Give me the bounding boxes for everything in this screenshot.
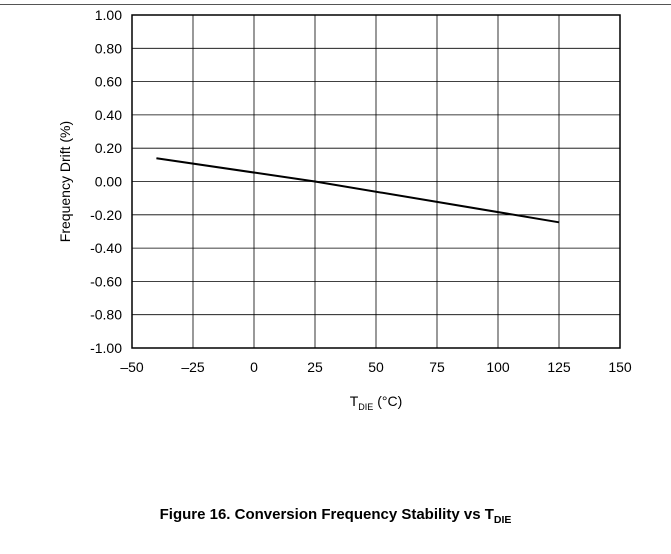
x-tick-label: 75 bbox=[429, 359, 445, 375]
y-tick-label: 1.00 bbox=[95, 7, 122, 23]
y-tick-label: -0.60 bbox=[90, 273, 122, 289]
x-tick-label: 150 bbox=[608, 359, 632, 375]
y-tick-labels: 1.00 0.80 0.60 0.40 0.20 0.00 -0.20 -0.40 -0.60 -… bbox=[90, 7, 122, 356]
x-tick-label: 25 bbox=[307, 359, 323, 375]
y-axis-label: Frequency Drift (%) bbox=[57, 121, 73, 242]
y-tick-label: -0.20 bbox=[90, 207, 122, 223]
figure-caption: Figure 16. Conversion Frequency Stabilit… bbox=[0, 506, 671, 526]
x-tick-labels: –50 –25 0 25 50 75 100 125 150 bbox=[120, 359, 632, 375]
grid-lines bbox=[132, 15, 620, 348]
x-tick-label: 125 bbox=[547, 359, 571, 375]
plot-frame bbox=[131, 14, 621, 349]
x-axis-label-main: T bbox=[350, 393, 359, 409]
top-rule bbox=[0, 4, 671, 5]
x-axis-label: TDIE (°C) bbox=[350, 393, 403, 412]
x-tick-label: 100 bbox=[486, 359, 510, 375]
figure-caption-subscript: DIE bbox=[493, 514, 512, 526]
x-tick-label: 50 bbox=[368, 359, 384, 375]
x-axis-label-suffix: (°C) bbox=[373, 393, 402, 409]
x-axis-label-sub: DIE bbox=[358, 402, 373, 412]
frequency-drift-series-line bbox=[156, 157, 560, 224]
y-tick-label: 0.20 bbox=[95, 140, 122, 156]
x-tick-label: 0 bbox=[250, 359, 258, 375]
y-tick-label: 0.00 bbox=[95, 174, 122, 190]
x-tick-label: –50 bbox=[120, 359, 144, 375]
x-tick-label: –25 bbox=[181, 359, 205, 375]
y-tick-label: -0.40 bbox=[90, 240, 122, 256]
frequency-drift-chart: 1.00 0.80 0.60 0.40 0.20 0.00 -0.20 -0.40 -0.60 -… bbox=[57, 7, 632, 412]
figure-caption-text: Figure 16. Conversion Frequency Stabilit… bbox=[159, 506, 494, 523]
y-tick-label: 0.40 bbox=[95, 107, 122, 123]
y-tick-label: -0.80 bbox=[90, 307, 122, 323]
y-tick-label: 0.80 bbox=[95, 40, 122, 56]
y-tick-label: 0.60 bbox=[95, 74, 122, 90]
series-lines bbox=[156, 157, 560, 224]
y-tick-label: -1.00 bbox=[90, 340, 122, 356]
